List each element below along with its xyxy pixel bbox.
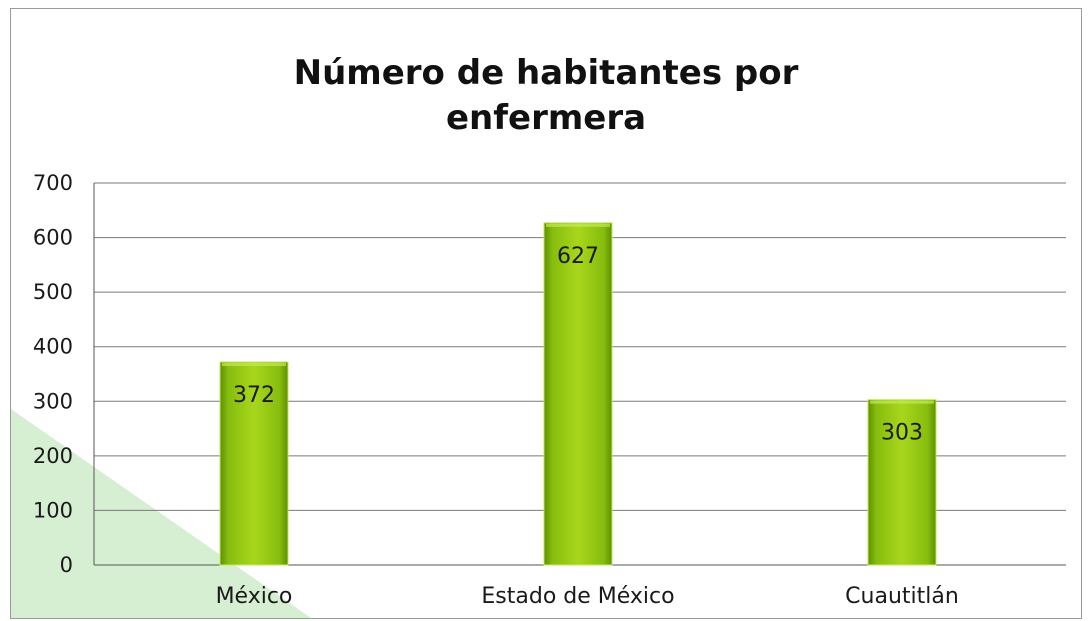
chart-frame: Número de habitantes por enfermera 0 100 2… (10, 8, 1082, 619)
bar-highlight (546, 223, 610, 227)
bar-highlight (870, 400, 934, 404)
category-label: Estado de México (481, 584, 674, 609)
y-tick-label: 500 (33, 280, 73, 304)
bars (219, 222, 937, 566)
chart-title-line-2: enfermera (446, 98, 646, 138)
y-tick-label: 600 (33, 226, 73, 250)
bar (543, 222, 613, 566)
y-tick-label: 300 (33, 389, 73, 413)
chart: Número de habitantes por enfermera 0 100 2… (11, 53, 1066, 618)
data-labels: 372 627 303 (233, 244, 923, 446)
data-label: 627 (557, 244, 599, 269)
y-axis-tick-labels: 0 100 200 300 400 500 600 700 (33, 171, 73, 577)
y-tick-label: 400 (33, 335, 73, 359)
y-tick-label: 700 (33, 171, 73, 195)
category-label: México (216, 584, 293, 609)
bar-highlight (222, 362, 286, 366)
x-axis-category-labels: México Estado de México Cuautitlán (216, 584, 959, 609)
data-label: 303 (881, 421, 923, 446)
data-label: 372 (233, 383, 275, 408)
bar (867, 399, 937, 566)
y-tick-label: 200 (33, 444, 73, 468)
category-label: Cuautitlán (845, 584, 959, 609)
y-tick-label: 0 (60, 553, 73, 577)
chart-title-line-1: Número de habitantes por (294, 53, 799, 93)
decorative-triangle (11, 409, 311, 618)
y-tick-label: 100 (33, 498, 73, 522)
bar (219, 361, 289, 566)
